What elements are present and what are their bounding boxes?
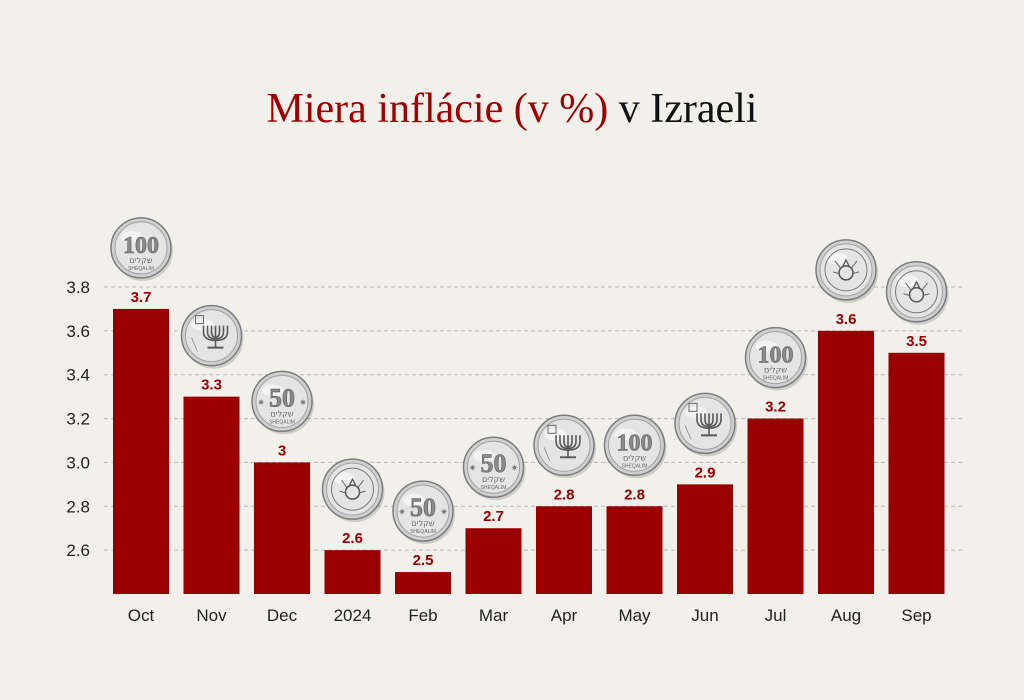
- category-label: Jul: [765, 606, 787, 625]
- bar-sep: [888, 352, 945, 594]
- coin-denomination: 50: [269, 383, 295, 412]
- coin-caption: SHEQALIM: [410, 529, 436, 535]
- category-label: Oct: [128, 606, 155, 625]
- value-label: 2.9: [695, 464, 716, 481]
- coin-pomegranate-icon: [321, 458, 385, 523]
- coin-caption: SHEQALIM: [481, 485, 507, 491]
- coin-denomination: 50: [410, 493, 436, 522]
- coin-caption: SHEQALIM: [622, 463, 648, 469]
- value-label: 3.5: [906, 333, 927, 350]
- value-label: 2.5: [413, 552, 434, 569]
- y-tick-label: 2.8: [66, 497, 90, 516]
- bar-apr: [536, 506, 592, 594]
- coin-caption: SHEQALIM: [128, 266, 154, 272]
- y-axis-ticks: 2.6 2.8 3.0 3.2 3.4 3.6 3.8: [66, 278, 90, 560]
- svg-text:✷: ✷: [299, 397, 307, 407]
- coin-script: שקלים: [764, 366, 787, 375]
- coin-script: שקלים: [482, 475, 505, 484]
- value-label: 2.6: [342, 530, 363, 547]
- chart-title-space: [608, 86, 619, 132]
- svg-text:✷: ✷: [398, 507, 406, 517]
- coin-denomination: 100: [123, 233, 159, 259]
- y-tick-label: 2.6: [66, 541, 90, 560]
- coin-menorah-icon: [533, 414, 596, 479]
- value-label: 3.2: [765, 399, 786, 416]
- category-label: Nov: [196, 606, 227, 625]
- coin-pomegranate-icon: [815, 239, 878, 303]
- value-label: 2.8: [624, 486, 645, 503]
- bar-may: [606, 506, 663, 594]
- coin-caption: SHEQALIM: [269, 419, 295, 425]
- category-label: Feb: [408, 606, 437, 625]
- category-label: Jun: [691, 606, 718, 625]
- svg-text:✷: ✷: [511, 463, 519, 473]
- bar-feb: [395, 572, 451, 594]
- svg-text:✷: ✷: [257, 397, 265, 407]
- grid-lines: [104, 286, 962, 551]
- bar-nov: [183, 396, 240, 594]
- bar-oct: [113, 308, 169, 594]
- chart-title-part2: v Izraeli: [619, 86, 758, 132]
- category-label: 2024: [334, 606, 372, 625]
- bars: [113, 308, 945, 594]
- category-label: Aug: [831, 606, 861, 625]
- value-label: 2.8: [554, 486, 575, 503]
- coin-script: שקלים: [623, 453, 646, 462]
- value-label: 3.6: [836, 311, 857, 328]
- coin-menorah-icon: [180, 304, 244, 369]
- svg-text:✷: ✷: [469, 463, 477, 473]
- coin-denomination: 50: [481, 449, 507, 478]
- y-tick-label: 3.0: [66, 453, 90, 472]
- bar-jun: [677, 484, 733, 594]
- coin-denomination: 100: [617, 430, 653, 456]
- y-tick-label: 3.2: [66, 410, 90, 429]
- value-label: 3: [278, 442, 286, 459]
- bar-dec: [254, 462, 310, 594]
- chart-title-part1: Miera inflácie (v %): [267, 86, 609, 132]
- y-tick-label: 3.8: [66, 278, 90, 297]
- category-label: Mar: [479, 606, 509, 625]
- category-label: May: [618, 606, 651, 625]
- value-label: 3.7: [131, 289, 152, 306]
- coin-denomination: 100: [758, 343, 794, 369]
- y-tick-label: 3.4: [66, 366, 90, 385]
- bar-mar: [465, 528, 522, 594]
- bar-aug: [818, 330, 874, 594]
- coin-caption: SHEQALIM: [763, 376, 789, 382]
- coin-script: שקלים: [130, 256, 153, 265]
- coin-script: שקלים: [271, 409, 294, 418]
- category-labels: Oct Nov Dec 2024 Feb Mar Apr May Jun Jul Aug Sep: [128, 606, 932, 625]
- coin-pomegranate-icon: [885, 261, 949, 325]
- value-label: 2.7: [483, 508, 504, 525]
- category-label: Sep: [901, 606, 931, 625]
- coin-script: שקלים: [412, 519, 435, 528]
- chart-title: Miera inflácie (v %) v Izraeli: [267, 86, 758, 132]
- bar-jul: [747, 418, 804, 594]
- value-label: 3.3: [201, 377, 222, 394]
- value-labels: 3.7 3.3 3 2.6 2.5 2.7 2.8 2.8 2.9 3.2 3.6 3.5: [131, 289, 927, 569]
- y-tick-label: 3.6: [66, 322, 90, 341]
- category-label: Apr: [551, 606, 578, 625]
- coin-menorah-icon: [674, 392, 737, 457]
- svg-text:✷: ✷: [440, 507, 448, 517]
- bar-2024: [324, 550, 381, 594]
- category-label: Dec: [267, 606, 298, 625]
